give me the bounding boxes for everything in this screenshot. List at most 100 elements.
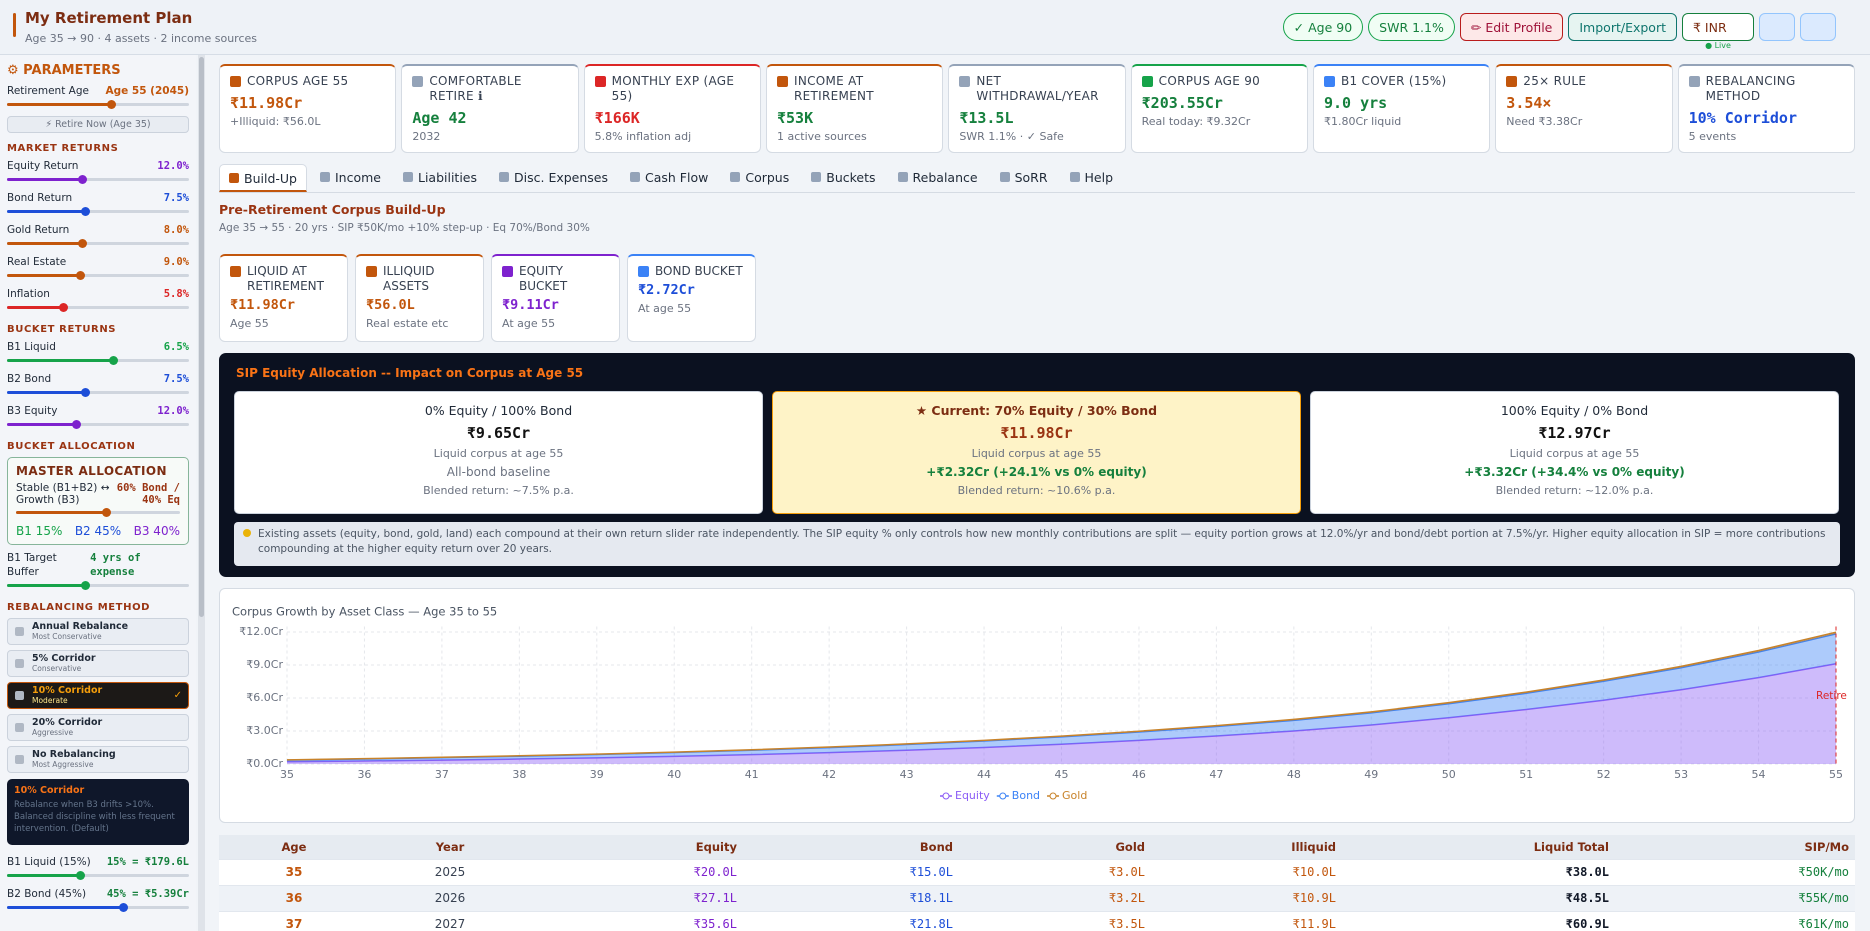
tab[interactable]: Help	[1061, 164, 1123, 192]
slider[interactable]	[7, 174, 189, 186]
option-blend: Blended return: ~10.6% p.a.	[957, 484, 1116, 497]
tab[interactable]: Liabilities	[394, 164, 486, 192]
rebalance-info: 10% Corridor Rebalance when B3 drifts >10…	[7, 779, 189, 845]
rebalance-option[interactable]: Annual Rebalance Most Conservative	[7, 618, 189, 645]
slider[interactable]	[16, 507, 180, 519]
tab[interactable]: Cash Flow	[621, 164, 717, 192]
sip-option[interactable]: 0% Equity / 100% Bond ₹9.65Cr Liquid corpu…	[234, 391, 763, 514]
tab[interactable]: Income	[311, 164, 390, 192]
tab[interactable]: Build-Up	[219, 164, 307, 192]
slider-label: Real Estate	[7, 256, 67, 268]
app-subtitle: Age 35 → 90 · 4 assets · 2 income source…	[25, 32, 258, 45]
tab[interactable]: SoRR	[991, 164, 1057, 192]
kpi-label: COMFORTABLE RETIRE ℹ	[429, 74, 522, 103]
slider[interactable]	[7, 206, 189, 218]
rebalance-option[interactable]: 10% Corridor Moderate ✓	[7, 682, 189, 709]
slider-label: B2 Bond	[7, 373, 52, 385]
slider-row: Retirement Age Age 55 (2045)	[7, 84, 189, 98]
status-badge[interactable]: ✓ Age 90	[1282, 13, 1364, 41]
accent-bar	[13, 13, 16, 37]
scroll-thumb[interactable]	[199, 57, 204, 617]
kpi-value: 9.0 yrs	[1323, 94, 1388, 112]
summary-sub: Real estate etc	[366, 317, 449, 330]
currency[interactable]: ₹ INR	[1682, 13, 1754, 41]
slider-thumb[interactable]	[108, 356, 118, 365]
refresh-button[interactable]	[1759, 13, 1795, 41]
retire-now-button[interactable]: ⚡ Retire Now (Age 35)	[7, 116, 189, 133]
slider-thumb[interactable]	[77, 239, 87, 248]
tab-label: Rebalance	[912, 170, 978, 185]
scrollbar[interactable]	[198, 55, 205, 931]
table-cell: ₹11.9L	[1292, 917, 1336, 931]
slider[interactable]	[7, 419, 189, 431]
slider[interactable]	[7, 302, 189, 314]
header-button[interactable]: Import/Export	[1568, 13, 1677, 41]
tab-label: SoRR	[1014, 170, 1048, 185]
tab-label: Cash Flow	[645, 170, 709, 185]
option-name: 20% Corridor	[32, 717, 103, 728]
kpi-label-row: COMFORTABLE RETIRE ℹ	[412, 74, 567, 104]
tab[interactable]: Corpus	[721, 164, 798, 192]
summary-sub: Age 55	[230, 317, 269, 330]
slider[interactable]	[7, 270, 189, 282]
sip-option[interactable]: 100% Equity / 0% Bond ₹12.97Cr Liquid corp…	[1310, 391, 1839, 514]
slider-thumb[interactable]	[72, 420, 82, 429]
slider-thumb[interactable]	[59, 303, 69, 312]
slider[interactable]	[7, 387, 189, 399]
tab[interactable]: Disc. Expenses	[490, 164, 617, 192]
slider-thumb[interactable]	[81, 207, 91, 216]
slider-row: Gold Return 8.0%	[7, 223, 189, 237]
section-subtitle: Age 35 → 55 · 20 yrs · SIP ₹50K/mo +10% …	[219, 222, 590, 234]
slider-row: B2 Bond 7.5%	[7, 372, 189, 386]
slider[interactable]	[7, 99, 189, 111]
kpi-value: ₹53K	[776, 109, 814, 127]
slider-thumb[interactable]	[75, 871, 85, 880]
tab[interactable]: Rebalance	[889, 164, 987, 192]
slider-track	[7, 242, 189, 245]
rebalance-option[interactable]: 20% Corridor Aggressive	[7, 714, 189, 741]
slider-thumb[interactable]	[77, 175, 87, 184]
tab-icon	[811, 172, 822, 182]
slider[interactable]	[7, 355, 189, 367]
status-badge[interactable]: SWR 1.1%	[1368, 13, 1455, 41]
summary-value: ₹2.72Cr	[638, 282, 695, 298]
option-caption: Liquid corpus at age 55	[1509, 447, 1640, 460]
slider-thumb[interactable]	[75, 271, 85, 280]
slider[interactable]	[7, 580, 189, 592]
note: Existing assets (equity, bond, gold, lan…	[234, 522, 1840, 566]
header: My Retirement Plan Age 35 → 90 · 4 assets…	[0, 0, 1870, 55]
header-button[interactable]: ✏ Edit Profile	[1459, 13, 1564, 41]
slider[interactable]	[7, 238, 189, 250]
column-header: Liquid Total	[1533, 840, 1609, 854]
slider-fill	[7, 874, 80, 877]
sip-option[interactable]: ★ Current: 70% Equity / 30% Bond ₹11.98Cr…	[772, 391, 1301, 514]
kpi-card: CORPUS AGE 55 ₹11.98Cr +Illiquid: ₹56.0L	[219, 64, 397, 153]
option-blend: Blended return: ~7.5% p.a.	[423, 484, 574, 497]
slider-value: 7.5%	[163, 192, 189, 204]
rebalance-option[interactable]: 5% Corridor Conservative	[7, 650, 189, 677]
kpi-sub: 5 events	[1688, 130, 1737, 143]
currency-select: ₹ INR ● Live	[1682, 13, 1754, 50]
column-header: Illiquid	[1291, 840, 1336, 854]
option-note: Aggressive	[32, 728, 74, 737]
slider-thumb[interactable]	[102, 508, 112, 517]
slider[interactable]	[7, 902, 189, 914]
slider-thumb[interactable]	[81, 388, 91, 397]
slider-track	[7, 178, 189, 181]
slider[interactable]	[7, 870, 189, 882]
tab[interactable]: Buckets	[802, 164, 884, 192]
theme-button[interactable]	[1800, 13, 1836, 41]
slider-thumb[interactable]	[119, 903, 129, 912]
tab-label: Liabilities	[417, 170, 478, 185]
slider-thumb[interactable]	[106, 100, 116, 109]
summary-label-row: EQUITY BUCKET	[502, 264, 609, 294]
x-tick-label: 49	[1364, 768, 1378, 781]
x-tick-label: 50	[1442, 768, 1456, 781]
kpi-icon	[1141, 76, 1153, 87]
option-caption: Liquid corpus at age 55	[971, 447, 1102, 460]
rebalance-option[interactable]: No Rebalancing Most Aggressive	[7, 746, 189, 773]
summary-label: ILLIQUID ASSETS	[383, 264, 435, 293]
slider-thumb[interactable]	[81, 581, 91, 590]
chip: B2 45%	[74, 524, 122, 538]
allocation-label: Stable (B1+B2) ↔ Growth (B3)	[16, 482, 110, 506]
